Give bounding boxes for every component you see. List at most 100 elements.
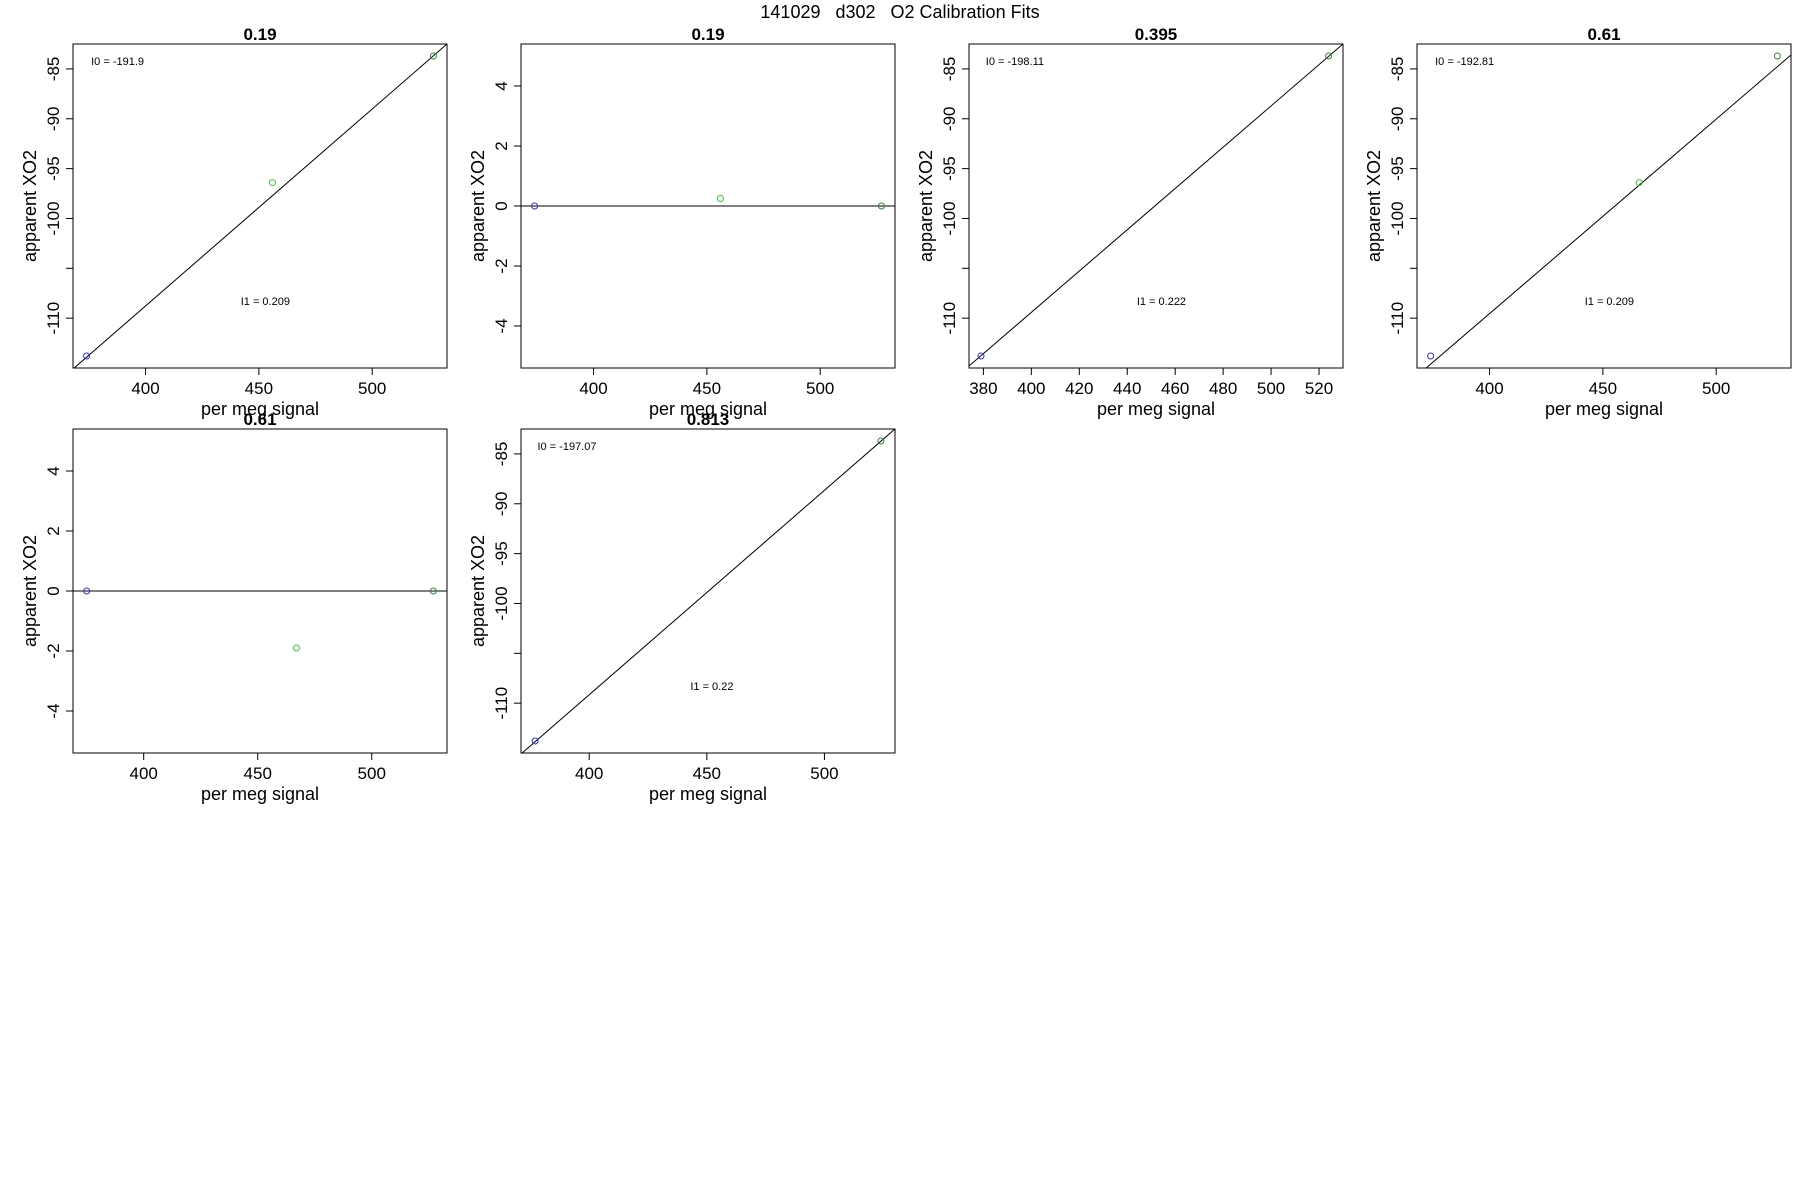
x-tick-label: 400: [131, 379, 159, 398]
fit-annotation: I1 = 0.22: [690, 681, 733, 693]
panel-title: 0.19: [243, 25, 276, 44]
chart-panel-4: 0.61 400 450 500 per meg signal -110 -100 -95 -9…: [1364, 25, 1792, 419]
y-tick-label: -90: [940, 106, 959, 131]
x-tick-label: 400: [579, 379, 607, 398]
plot-frame: [72, 43, 448, 369]
panel-title: 0.61: [1587, 25, 1620, 44]
x-tick-label: 450: [244, 764, 272, 783]
x-axis-label: per meg signal: [1097, 399, 1215, 419]
x-tick-label: 440: [1113, 379, 1141, 398]
fit-annotation: I0 = -191.9: [91, 56, 144, 68]
x-axis-label: per meg signal: [201, 784, 319, 804]
y-axis-label: apparent XO2: [20, 535, 40, 647]
y-axis-label: apparent XO2: [20, 150, 40, 262]
y-tick-label: -85: [1388, 57, 1407, 82]
fit-annotation: I1 = 0.209: [241, 296, 290, 308]
x-tick-label: 450: [693, 379, 721, 398]
panel-title: 0.813: [687, 410, 730, 429]
figure-title: 141029 d302 O2 Calibration Fits: [760, 2, 1040, 22]
fit-annotation: I1 = 0.222: [1137, 296, 1186, 308]
x-tick-label: 380: [969, 379, 997, 398]
data-point: [877, 202, 885, 210]
y-tick-label: 0: [492, 201, 511, 210]
y-tick-label: -2: [492, 258, 511, 273]
y-tick-label: -85: [492, 442, 511, 467]
fit-annotation: I0 = -198.11: [986, 56, 1044, 68]
x-tick-label: 400: [1475, 379, 1503, 398]
y-tick-label: -95: [1388, 156, 1407, 181]
x-axis-label: per meg signal: [1545, 399, 1663, 419]
plot-frame: [520, 428, 896, 754]
x-tick-label: 480: [1209, 379, 1237, 398]
x-tick-label: 450: [245, 379, 273, 398]
y-tick-label: 2: [492, 141, 511, 150]
y-axis-label: apparent XO2: [1364, 150, 1384, 262]
data-point: [1635, 179, 1643, 187]
y-tick-label: -110: [940, 302, 959, 335]
x-tick-label: 420: [1065, 379, 1093, 398]
y-tick-label: 4: [492, 81, 511, 90]
x-axis-label: per meg signal: [201, 399, 319, 419]
y-tick-label: -85: [44, 57, 63, 82]
x-tick-label: 500: [358, 764, 386, 783]
y-axis-label: apparent XO2: [468, 535, 488, 647]
y-axis-label: apparent XO2: [916, 150, 936, 262]
data-point: [429, 52, 437, 60]
x-tick-label: 450: [693, 764, 721, 783]
panel-title: 0.61: [243, 410, 276, 429]
y-tick-label: -85: [940, 57, 959, 82]
data-point: [716, 195, 724, 202]
y-tick-label: -110: [492, 687, 511, 720]
chart-panel-3: 0.395 380 400 420 440 460 480 500 520 per meg sig…: [916, 25, 1344, 419]
y-tick-label: -2: [44, 643, 63, 658]
chart-panel-1: 0.19 400 450 500 per meg signal -110 -100 -95 -9…: [20, 25, 448, 419]
data-point: [1325, 52, 1333, 60]
y-tick-label: -100: [44, 201, 63, 235]
x-axis-label: per meg signal: [649, 784, 767, 804]
y-tick-label: -4: [44, 703, 63, 718]
data-point: [83, 587, 91, 595]
fit-line: [73, 44, 447, 368]
data-point: [83, 352, 91, 360]
y-tick-label: -100: [492, 586, 511, 620]
fit-annotation: I0 = -197.07: [537, 441, 596, 453]
x-tick-label: 500: [1257, 379, 1285, 398]
fit-annotation: I0 = -192.81: [1435, 56, 1494, 68]
y-tick-label: -90: [1388, 106, 1407, 131]
y-tick-label: 0: [44, 586, 63, 595]
y-tick-label: -95: [44, 156, 63, 181]
y-tick-label: -110: [44, 302, 63, 335]
data-point: [977, 352, 985, 360]
data-point: [877, 437, 885, 445]
chart-panel-5: 0.61 400 450 500 per meg signal -4 -2 0 2 4 appare…: [20, 410, 448, 804]
data-point: [531, 737, 539, 745]
x-tick-label: 460: [1161, 379, 1189, 398]
y-tick-label: -100: [1388, 201, 1407, 235]
fit-line: [1425, 54, 1791, 368]
fit-annotation: I1 = 0.209: [1585, 296, 1634, 308]
plot-frame: [968, 43, 1344, 369]
x-tick-label: 400: [1017, 379, 1045, 398]
panel-title: 0.19: [691, 25, 724, 44]
x-axis-label: per meg signal: [649, 399, 767, 419]
plot-frame: [1416, 43, 1792, 369]
data-point: [1427, 352, 1435, 360]
data-point: [1773, 52, 1781, 60]
x-tick-label: 520: [1305, 379, 1333, 398]
y-tick-label: -95: [940, 156, 959, 181]
y-tick-label: -90: [44, 106, 63, 131]
x-tick-label: 400: [130, 764, 158, 783]
fit-line: [969, 44, 1343, 367]
x-tick-label: 500: [1702, 379, 1730, 398]
chart-panel-6: 0.813 400 450 500 per meg signal -110 -100 -95 -…: [468, 410, 896, 804]
y-tick-label: 4: [44, 466, 63, 475]
data-point: [292, 644, 300, 652]
data-point: [429, 587, 437, 595]
x-tick-label: 500: [810, 764, 838, 783]
x-tick-label: 500: [806, 379, 834, 398]
chart-panel-2: 0.19 400 450 500 per meg signal -4 -2 0 2 4 appare…: [468, 25, 896, 419]
panel-title: 0.395: [1135, 25, 1178, 44]
y-tick-label: -90: [492, 491, 511, 516]
y-tick-label: -110: [1388, 302, 1407, 335]
